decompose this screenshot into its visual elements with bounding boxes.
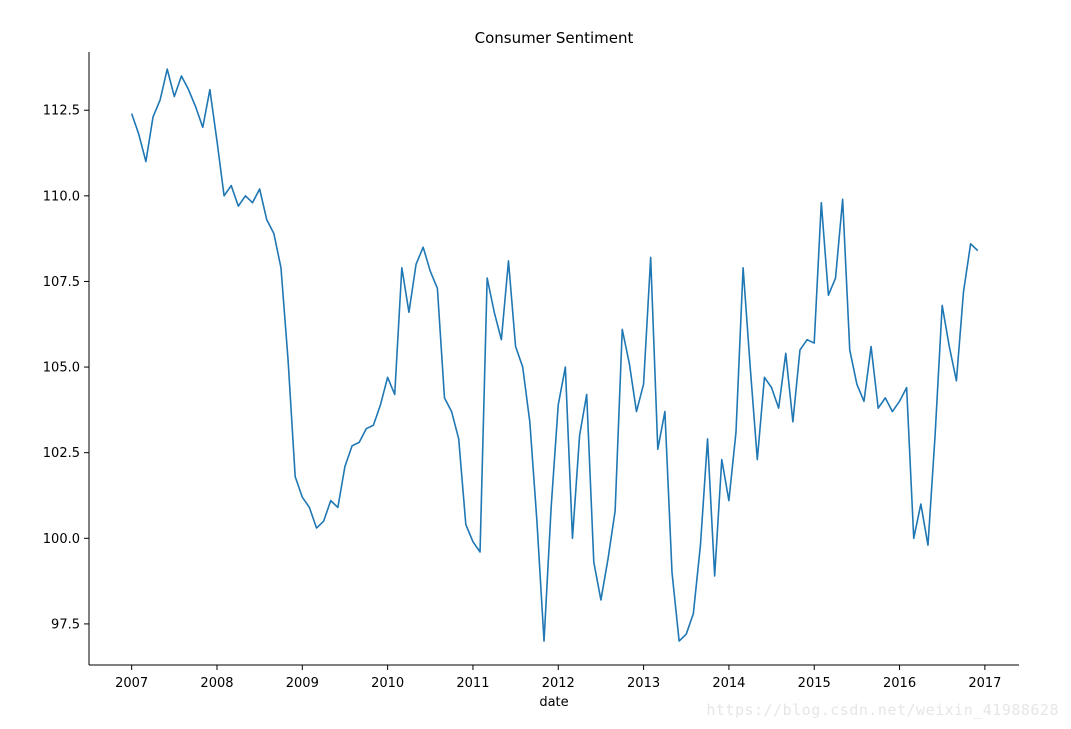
x-tick-label: 2010: [371, 676, 404, 691]
x-tick-label: 2008: [200, 676, 233, 691]
x-tick-label: 2016: [883, 676, 916, 691]
y-tick-label: 100.0: [43, 532, 80, 547]
y-axis-ticks: 97.5 100.0 102.5 105.0 107.5 110.0 112.5: [43, 104, 89, 632]
y-tick-label: 107.5: [43, 275, 80, 290]
y-tick-label: 112.5: [43, 104, 80, 119]
x-tick-label: 2007: [115, 676, 148, 691]
plot-area: [130, 68, 979, 642]
chart-title: Consumer Sentiment: [475, 29, 634, 47]
y-tick-label: 102.5: [43, 446, 80, 461]
watermark-text: https://blog.csdn.net/weixin_41988628: [706, 701, 1059, 719]
series-line: [130, 68, 979, 642]
x-tick-label: 2017: [968, 676, 1001, 691]
x-axis-label: date: [539, 695, 568, 710]
x-tick-label: 2015: [798, 676, 831, 691]
x-axis-ticks: 2007 2008 2009 2010 2011 2012 2013 2014 2015 2016…: [115, 665, 1001, 691]
y-tick-label: 97.5: [51, 617, 80, 632]
x-tick-label: 2014: [712, 676, 745, 691]
x-tick-label: 2012: [542, 676, 575, 691]
x-tick-label: 2009: [286, 676, 319, 691]
x-tick-label: 2013: [627, 676, 660, 691]
y-tick-label: 110.0: [43, 189, 80, 204]
y-tick-label: 105.0: [43, 361, 80, 376]
x-tick-label: 2011: [456, 676, 489, 691]
